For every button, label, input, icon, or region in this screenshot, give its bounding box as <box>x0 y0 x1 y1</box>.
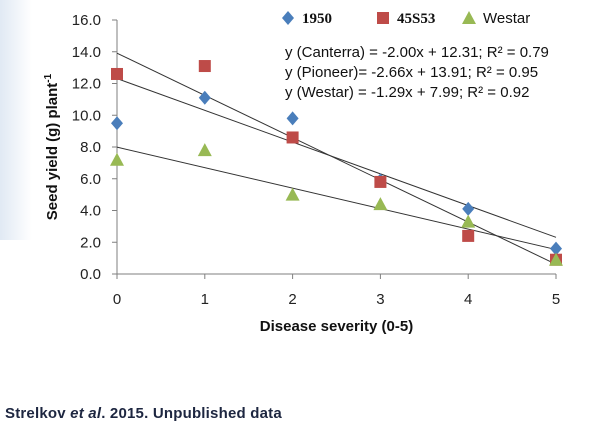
credit-rest: . 2015. Unpublished data <box>101 405 282 422</box>
y-tick-label: 8.0 <box>80 139 101 156</box>
point-westar <box>110 152 124 166</box>
legend-marker-westar <box>462 11 476 24</box>
x-tick-label: 4 <box>464 291 472 308</box>
y-tick-label: 10.0 <box>72 107 101 124</box>
trendlines <box>116 52 557 265</box>
y-tick-label: 14.0 <box>72 44 101 61</box>
equation-label: y (Westar) = -1.29x + 7.99; R² = 0.92 <box>285 84 529 101</box>
y-axis-title-superscript: -1 <box>43 73 54 82</box>
legend-label-1950: 1950 <box>302 11 332 27</box>
legend-marker-45s53 <box>377 12 389 24</box>
x-tick-label: 0 <box>113 291 121 308</box>
point-1950 <box>462 201 475 216</box>
y-tick-label: 6.0 <box>80 171 101 188</box>
point-1950 <box>198 90 211 105</box>
point-1950 <box>550 241 562 256</box>
point-45s53 <box>111 67 123 80</box>
y-tick-label: 0.0 <box>80 266 101 283</box>
x-tick-label: 1 <box>201 291 209 308</box>
point-45s53 <box>374 175 387 188</box>
legend-marker-1950 <box>282 11 294 25</box>
point-westar <box>373 197 388 211</box>
x-axis-title: Disease severity (0-5) <box>260 318 413 335</box>
point-1950 <box>286 111 299 126</box>
point-westar <box>285 187 300 201</box>
y-axis-title-base: Seed yield (g) plant <box>44 83 61 221</box>
source-credit: Strelkov et al. 2015. Unpublished data <box>5 405 282 422</box>
point-westar <box>461 214 476 228</box>
point-45s53 <box>462 229 475 242</box>
trendline <box>116 78 557 238</box>
point-1950 <box>111 116 123 131</box>
axes <box>116 20 556 275</box>
x-tick-label: 2 <box>288 291 296 308</box>
yield-chart: 0.0 2.0 4.0 6.0 8.0 10.0 12.0 14.0 16.0 0 1 2 3 4 5 1… <box>43 10 563 335</box>
legend-label-45s53: 45S53 <box>397 11 435 27</box>
y-axis-title: Seed yield (g) plant-1 <box>43 73 61 220</box>
point-westar <box>549 252 563 266</box>
legend-label-westar: Westar <box>483 10 530 27</box>
x-tick-label: 5 <box>552 291 560 308</box>
trendline <box>116 146 557 251</box>
data-points <box>110 60 563 266</box>
point-45s53 <box>286 131 299 144</box>
credit-et-al: et al <box>70 405 102 422</box>
equation-annotations: y (Canterra) = -2.00x + 12.31; R² = 0.79… <box>285 44 549 101</box>
point-westar <box>197 143 212 157</box>
equation-label: y (Canterra) = -2.00x + 12.31; R² = 0.79 <box>285 44 549 61</box>
x-axis-ticks: 0 1 2 3 4 5 <box>113 274 560 308</box>
x-tick-label: 3 <box>376 291 384 308</box>
y-tick-label: 2.0 <box>80 234 101 251</box>
y-axis-ticks: 0.0 2.0 4.0 6.0 8.0 10.0 12.0 14.0 16.0 <box>72 12 117 283</box>
side-shade <box>0 0 32 240</box>
credit-authors: Strelkov <box>5 405 71 422</box>
legend: 1950 45S53 Westar <box>282 10 530 27</box>
point-45s53 <box>198 60 211 73</box>
equation-label: y (Pioneer)= -2.66x + 13.91; R² = 0.95 <box>285 64 538 81</box>
trendline <box>116 52 557 265</box>
y-tick-label: 16.0 <box>72 12 101 29</box>
y-tick-label: 4.0 <box>80 203 101 220</box>
y-tick-label: 12.0 <box>72 76 101 93</box>
